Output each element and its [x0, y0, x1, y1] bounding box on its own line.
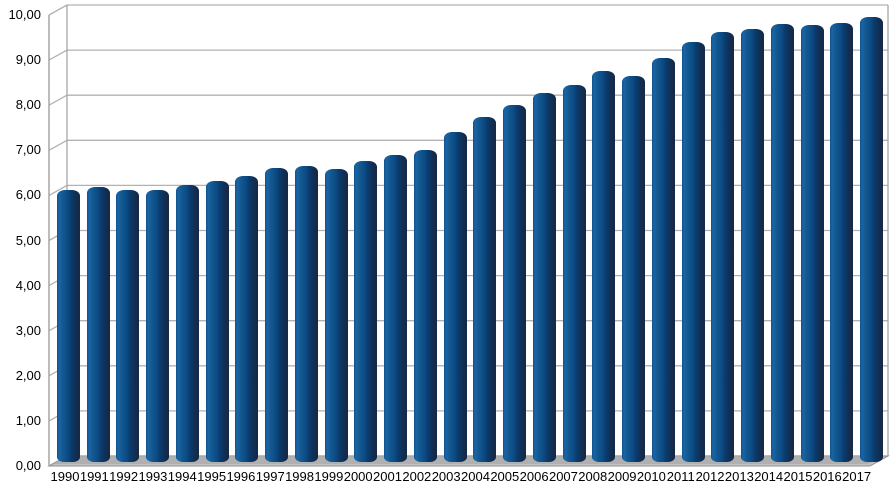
bar-1992 [115, 186, 142, 462]
bar-2005 [502, 101, 529, 462]
y-tick-label: 2,00 [15, 367, 41, 383]
x-tick-label: 2017 [842, 469, 872, 484]
x-tick-label: 2000 [343, 469, 373, 484]
bar-2014 [769, 21, 796, 462]
bar-2003 [442, 128, 469, 462]
x-tick-label: 2008 [578, 469, 608, 484]
bar-2010 [650, 55, 677, 462]
bar-1998 [293, 163, 320, 462]
y-tick-label: 7,00 [15, 142, 41, 158]
bar-2011 [680, 38, 707, 462]
x-tick-label: 1991 [79, 469, 109, 484]
y-tick-label: 5,00 [15, 232, 41, 248]
y-tick-label: 8,00 [15, 97, 41, 113]
x-tick-label: 1997 [255, 469, 285, 484]
x-tick-label: 1993 [138, 469, 168, 484]
bar-1999 [323, 166, 350, 462]
x-tick-label: 2002 [402, 469, 432, 484]
bar-1997 [264, 165, 291, 462]
bar-2001 [383, 151, 410, 462]
y-tick-label: 4,00 [15, 277, 41, 293]
x-tick-label: 1992 [109, 469, 139, 484]
y-tick-label: 10,00 [8, 7, 41, 22]
x-tick-label: 2016 [812, 469, 842, 484]
x-tick-label: 1995 [197, 469, 227, 484]
bar-1990 [56, 187, 82, 462]
x-tick-label: 2011 [666, 469, 695, 484]
y-tick-label: 1,00 [15, 412, 41, 428]
y-tick-label: 0,00 [15, 458, 41, 473]
bar-1995 [204, 177, 231, 462]
y-tick-label: 3,00 [15, 322, 41, 338]
x-tick-label: 1994 [167, 469, 197, 484]
x-tick-label: 1996 [226, 469, 256, 484]
bar-2006 [531, 89, 558, 462]
x-tick-label: 2015 [783, 469, 813, 484]
x-tick-label: 2013 [724, 469, 754, 484]
x-tick-label: 1990 [50, 469, 80, 484]
x-tick-label: 2009 [607, 469, 637, 484]
bar-2012 [710, 28, 737, 462]
x-tick-label: 1998 [285, 469, 314, 484]
bar-2004 [472, 113, 499, 462]
bar-1994 [174, 182, 201, 462]
x-tick-label: 2007 [548, 469, 578, 484]
bar-2007 [561, 82, 588, 462]
bar-2013 [740, 26, 767, 462]
bar-2015 [799, 21, 826, 462]
bar-2017 [858, 13, 885, 462]
x-tick-label: 2012 [695, 469, 725, 484]
x-tick-label: 2005 [490, 469, 520, 484]
bar-1996 [234, 173, 261, 462]
x-tick-label: 2010 [636, 469, 666, 484]
x-tick-label: 1999 [314, 469, 344, 484]
bar-1993 [145, 187, 172, 462]
bar-2009 [621, 73, 648, 462]
bar-2002 [412, 146, 439, 462]
x-tick-label: 2004 [461, 469, 490, 484]
x-tick-label: 2003 [431, 469, 461, 484]
y-tick-label: 6,00 [15, 187, 41, 203]
x-tick-label: 2014 [754, 469, 784, 484]
y-tick-label: 9,00 [15, 52, 41, 68]
x-tick-label: 2006 [519, 469, 549, 484]
bar-1991 [85, 183, 112, 462]
bar-2000 [353, 158, 380, 462]
x-tick-label: 2001 [373, 469, 402, 484]
bar-2016 [829, 19, 856, 462]
bar-2008 [591, 67, 618, 462]
